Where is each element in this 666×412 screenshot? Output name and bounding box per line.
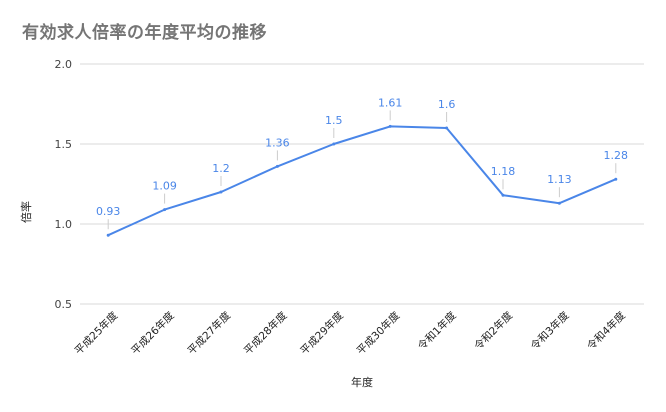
series-line xyxy=(107,125,617,237)
data-point xyxy=(614,177,618,181)
y-tick-label: 0.5 xyxy=(55,298,73,311)
chart-title: 有効求人倍率の年度平均の推移 xyxy=(22,23,267,43)
data-label: 1.5 xyxy=(325,114,343,127)
x-tick-label: 平成28年度 xyxy=(241,309,290,358)
data-point xyxy=(163,208,167,212)
data-point xyxy=(332,142,336,146)
x-tick-label: 令和2年度 xyxy=(472,309,516,353)
data-label: 1.09 xyxy=(152,180,177,193)
x-axis-title: 年度 xyxy=(351,375,373,389)
data-point xyxy=(388,124,392,128)
x-tick-label: 平成27年度 xyxy=(185,309,234,358)
y-tick-label: 1.0 xyxy=(55,218,73,231)
data-point xyxy=(501,193,505,197)
data-label: 1.2 xyxy=(212,162,230,175)
data-label: 1.36 xyxy=(265,136,290,149)
data-label: 1.28 xyxy=(604,149,629,162)
data-point xyxy=(445,126,449,130)
data-point xyxy=(219,190,223,194)
data-label: 1.13 xyxy=(547,173,572,186)
data-point xyxy=(106,233,110,237)
data-label: 0.93 xyxy=(96,205,121,218)
x-tick-label: 平成26年度 xyxy=(128,309,177,358)
x-tick-label: 平成25年度 xyxy=(72,309,121,358)
x-tick-label: 令和4年度 xyxy=(584,309,628,353)
y-tick-label: 1.5 xyxy=(55,138,73,151)
data-label: 1.18 xyxy=(491,165,516,178)
x-tick-label: 令和1年度 xyxy=(415,309,459,353)
y-tick-label: 2.0 xyxy=(55,58,73,71)
y-axis-title: 倍率 xyxy=(19,201,33,223)
data-point xyxy=(557,201,561,205)
x-tick-label: 令和3年度 xyxy=(528,309,572,353)
data-label: 1.6 xyxy=(438,98,456,111)
x-tick-label: 平成29年度 xyxy=(298,309,347,358)
data-point xyxy=(275,164,279,168)
data-label: 1.61 xyxy=(378,96,403,109)
x-tick-label: 平成30年度 xyxy=(354,309,403,358)
